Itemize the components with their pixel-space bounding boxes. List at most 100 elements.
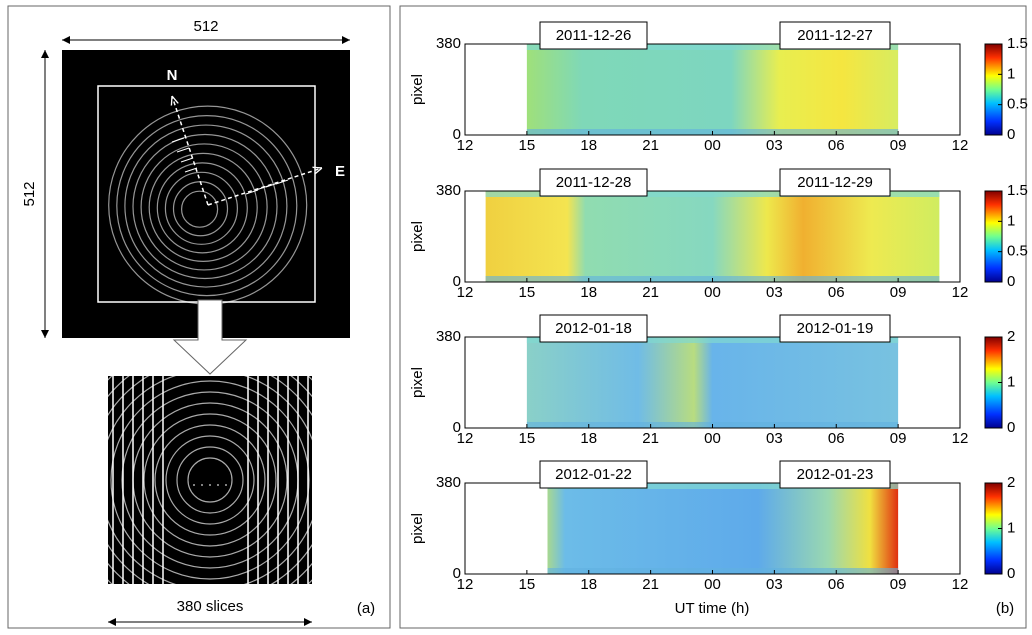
x-tick-label: 18 [580, 284, 597, 301]
east-arrow [207, 168, 322, 206]
colorbar-tick-label: 0 [1007, 565, 1015, 582]
date-label: 2011-12-29 [797, 174, 873, 191]
y-tick-label: 0 [453, 419, 461, 436]
rings [108, 105, 308, 305]
x-tick-label: 09 [890, 137, 907, 154]
date-box [779, 21, 891, 50]
x-tick-label: 12 [952, 137, 969, 154]
colorbar-tick-label: 1 [1007, 65, 1015, 82]
x-tick-label: 06 [828, 430, 845, 447]
x-tick-label: 06 [828, 576, 845, 593]
x-tick-label: 12 [457, 430, 474, 447]
x-tick-label: 21 [642, 137, 659, 154]
date-label: 2012-01-23 [797, 466, 874, 483]
colorbar-tick-label: 1.5 [1007, 35, 1028, 52]
x-tick-label: 18 [580, 430, 597, 447]
x-tick-label: 03 [766, 284, 783, 301]
x-tick-label: 03 [766, 430, 783, 447]
heatmap-edge [526, 44, 899, 50]
x-tick-label: 03 [766, 576, 783, 593]
date-box [539, 21, 648, 50]
x-tick-label: 15 [519, 137, 536, 154]
x-tick-label: 15 [519, 576, 536, 593]
colorbar-tick-label: 1 [1007, 212, 1015, 229]
colorbar-tick-label: 2 [1007, 474, 1015, 491]
heatmap [526, 44, 899, 135]
colorbar [984, 190, 1003, 283]
heatmap-edge [547, 483, 899, 489]
colorbar-tick-label: 0 [1007, 273, 1015, 290]
x-tick-label: 00 [704, 430, 721, 447]
width-label: 512 [193, 18, 218, 35]
north-label: N [167, 67, 178, 84]
x-tick-label: 15 [519, 430, 536, 447]
date-box [779, 314, 891, 343]
x-tick-label: 18 [580, 137, 597, 154]
date-label: 2012-01-19 [797, 320, 874, 337]
y-tick-label: 0 [453, 126, 461, 143]
x-tick-label: 15 [519, 284, 536, 301]
colorbar-tick-label: 0.5 [1007, 96, 1028, 113]
height-label: 512 [21, 181, 38, 206]
date-label: 2012-01-18 [555, 320, 632, 337]
x-tick-label: 00 [704, 576, 721, 593]
y-tick-label: 380 [436, 182, 461, 199]
colorbar-tick-label: 1.5 [1007, 182, 1028, 199]
date-label: 2011-12-27 [797, 27, 873, 44]
colorbar-tick-label: 1 [1007, 519, 1015, 536]
x-tick-label: 18 [580, 576, 597, 593]
date-box [539, 168, 648, 197]
slices-label: 380 slices [177, 598, 244, 615]
x-tick-label: 03 [766, 137, 783, 154]
heatmap-edge [547, 568, 899, 574]
x-tick-label: 00 [704, 284, 721, 301]
colorbar-tick-label: 0.5 [1007, 243, 1028, 260]
x-axis-label: UT time (h) [675, 600, 750, 617]
y-tick-label: 380 [436, 474, 461, 491]
y-axis-label: pixel [409, 513, 426, 544]
colorbar-tick-label: 2 [1007, 328, 1015, 345]
x-tick-label: 09 [890, 284, 907, 301]
y-axis-label: pixel [409, 74, 426, 105]
x-tick-label: 21 [642, 430, 659, 447]
heatmap-edge [526, 337, 899, 343]
down-arrow [172, 299, 248, 375]
x-tick-label: 12 [457, 137, 474, 154]
cropped-image [108, 376, 312, 584]
panel-b-frame [399, 5, 1027, 629]
heatmap-edge [485, 191, 940, 197]
x-tick-label: 06 [828, 137, 845, 154]
panel-label: (b) [996, 600, 1014, 617]
east-label: E [335, 163, 345, 180]
x-tick-label: 12 [952, 284, 969, 301]
x-tick-label: 21 [642, 576, 659, 593]
panel-a-frame [7, 5, 391, 629]
full-image [62, 50, 350, 338]
date-label: 2011-12-28 [556, 174, 632, 191]
x-tick-label: 09 [890, 430, 907, 447]
y-tick-label: 0 [453, 273, 461, 290]
slices [108, 376, 312, 584]
x-tick-label: 06 [828, 284, 845, 301]
date-label: 2011-12-26 [556, 27, 632, 44]
colorbar-tick-label: 1 [1007, 373, 1015, 390]
y-tick-label: 0 [453, 565, 461, 582]
x-tick-label: 12 [952, 430, 969, 447]
date-box [779, 460, 891, 489]
y-axis-label: pixel [409, 367, 426, 398]
heatmap [485, 191, 940, 282]
date-box [779, 168, 891, 197]
x-tick-label: 21 [642, 284, 659, 301]
colorbar-tick-label: 0 [1007, 419, 1015, 436]
y-tick-label: 380 [436, 328, 461, 345]
heatmap [526, 337, 899, 428]
north-arrow [172, 96, 209, 206]
x-tick-label: 12 [457, 576, 474, 593]
date-label: 2012-01-22 [555, 466, 632, 483]
y-tick-label: 380 [436, 35, 461, 52]
x-tick-label: 09 [890, 576, 907, 593]
heatmap [547, 483, 899, 574]
colorbar [984, 43, 1003, 136]
x-tick-label: 00 [704, 137, 721, 154]
